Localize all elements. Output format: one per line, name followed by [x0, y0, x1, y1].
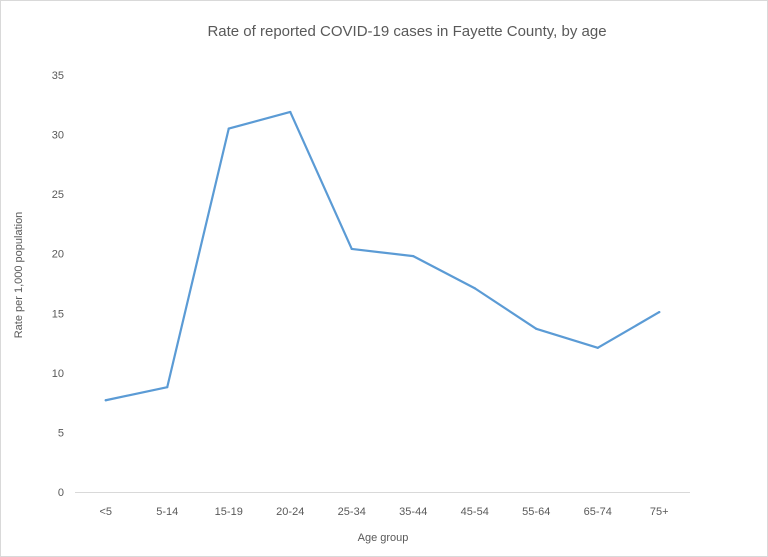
y-tick-label: 5: [58, 427, 64, 439]
data-point: [658, 310, 661, 314]
y-tick-label: 25: [52, 189, 64, 201]
y-tick-label: 10: [52, 368, 64, 380]
y-axis-label: Rate per 1,000 population: [13, 212, 25, 339]
x-tick-label: 45-54: [461, 506, 489, 518]
data-point: [289, 110, 292, 114]
series-line: [104, 110, 661, 402]
x-tick-label: 15-19: [215, 506, 243, 518]
data-point: [227, 127, 230, 130]
y-tick-label: 30: [52, 130, 64, 142]
x-tick-label: 20-24: [276, 506, 304, 518]
x-tick-label: 75+: [650, 506, 669, 518]
data-point: [166, 386, 169, 389]
data-point: [104, 399, 107, 402]
data-point: [473, 287, 476, 290]
x-tick-label: 65-74: [584, 506, 612, 518]
data-points: [104, 110, 661, 402]
y-tick-label: 15: [52, 308, 64, 320]
chart-title: Rate of reported COVID-19 cases in Fayet…: [207, 23, 606, 40]
data-point: [412, 254, 415, 258]
x-axis-ticks: <5 5-14 15-19 20-24 25-34 35-44 45-54 55-64 65-7…: [99, 506, 668, 518]
x-tick-label: 55-64: [522, 506, 550, 518]
x-axis-label: Age group: [358, 532, 409, 544]
y-tick-label: 0: [58, 487, 64, 499]
x-tick-label: 25-34: [338, 506, 366, 518]
data-point: [350, 247, 353, 251]
x-tick-label: <5: [99, 506, 112, 518]
data-point: [596, 346, 599, 349]
x-tick-label: 5-14: [156, 506, 178, 518]
y-tick-label: 20: [52, 249, 64, 261]
y-axis-ticks: 0 5 10 15 20 25 30 35: [52, 70, 64, 499]
x-tick-label: 35-44: [399, 506, 427, 518]
data-point: [535, 327, 538, 330]
y-tick-label: 35: [52, 70, 64, 82]
